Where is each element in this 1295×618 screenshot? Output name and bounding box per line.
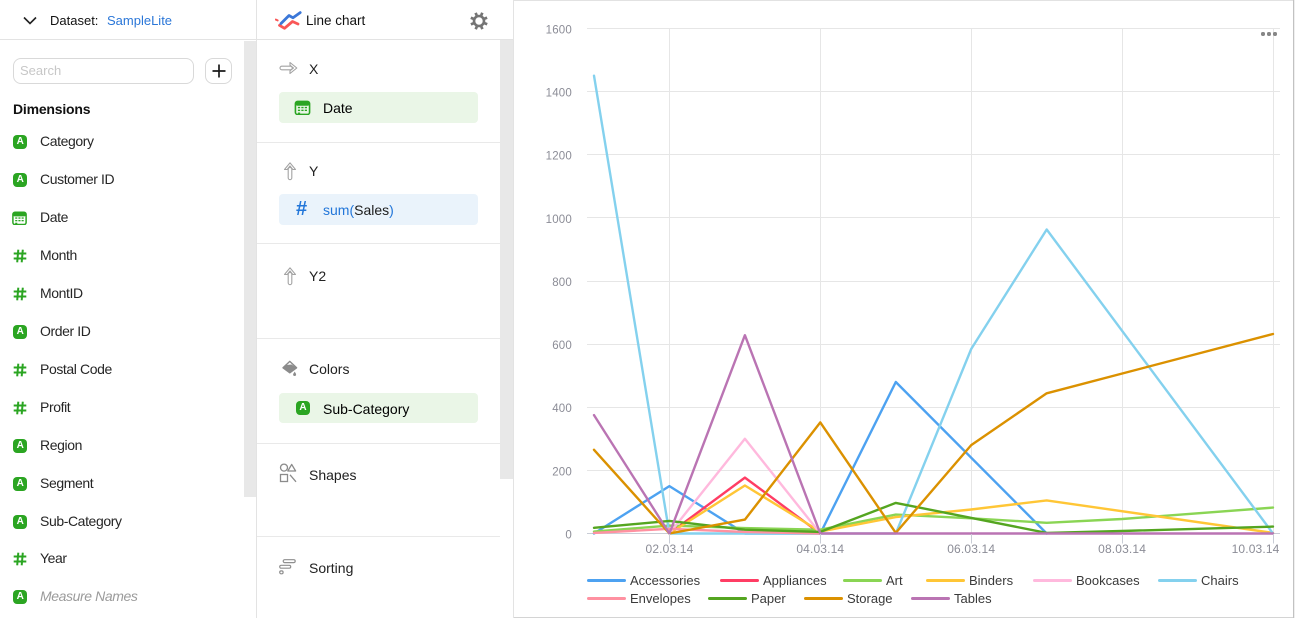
svg-text:200: 200: [552, 466, 572, 478]
svg-text:08.03.14: 08.03.14: [1098, 542, 1146, 556]
svg-text:1200: 1200: [546, 151, 572, 163]
svg-text:800: 800: [552, 277, 572, 289]
svg-text:1400: 1400: [546, 88, 572, 100]
svg-text:400: 400: [552, 403, 572, 415]
svg-text:600: 600: [552, 340, 572, 352]
svg-text:10.03.14: 10.03.14: [1232, 542, 1280, 556]
svg-text:06.03.14: 06.03.14: [947, 542, 995, 556]
svg-text:0: 0: [565, 530, 572, 542]
svg-text:02.03.14: 02.03.14: [646, 542, 694, 556]
svg-text:1600: 1600: [546, 24, 572, 36]
svg-text:04.03.14: 04.03.14: [796, 542, 844, 556]
svg-text:1000: 1000: [546, 214, 572, 226]
